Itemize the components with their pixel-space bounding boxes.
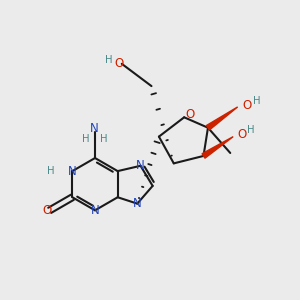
Text: O: O (185, 108, 194, 122)
Text: H: H (253, 96, 260, 106)
Text: O: O (237, 128, 246, 141)
Polygon shape (206, 107, 238, 130)
Text: O: O (42, 204, 51, 217)
Text: H: H (100, 134, 107, 144)
Polygon shape (202, 136, 233, 158)
Text: N: N (68, 165, 77, 178)
Text: H: H (105, 55, 112, 65)
Text: H: H (82, 134, 90, 144)
Text: N: N (91, 204, 99, 217)
Text: N: N (136, 159, 145, 172)
Text: O: O (242, 99, 251, 112)
Text: H: H (247, 125, 255, 135)
Text: O: O (115, 57, 124, 70)
Text: N: N (90, 122, 99, 135)
Text: H: H (47, 166, 55, 176)
Text: N: N (133, 197, 142, 210)
